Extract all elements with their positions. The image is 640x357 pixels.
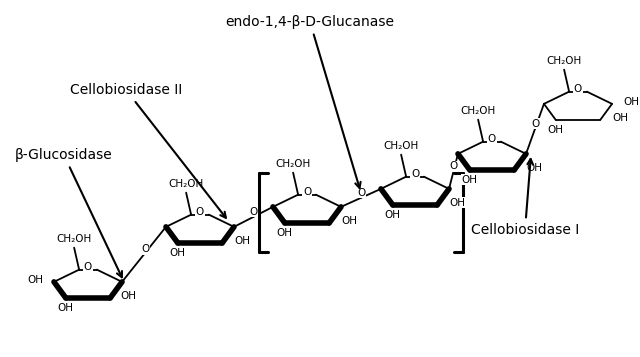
Text: CH₂OH: CH₂OH: [461, 106, 496, 116]
Text: OH: OH: [526, 163, 542, 173]
Text: O: O: [357, 188, 365, 198]
Text: O: O: [250, 207, 258, 217]
Text: OH: OH: [27, 275, 43, 285]
Text: O: O: [488, 134, 496, 144]
Text: O: O: [196, 207, 204, 217]
Text: β-Glucosidase: β-Glucosidase: [15, 148, 122, 277]
Text: O: O: [303, 187, 311, 197]
Text: OH: OH: [58, 303, 74, 313]
Text: CH₂OH: CH₂OH: [168, 178, 204, 188]
Text: OH: OH: [277, 228, 293, 238]
Text: O: O: [141, 244, 149, 254]
Text: OH: OH: [120, 291, 136, 301]
Text: OH: OH: [234, 236, 250, 246]
Text: O: O: [84, 262, 92, 272]
Text: CH₂OH: CH₂OH: [275, 159, 311, 169]
Text: OH: OH: [341, 216, 357, 226]
Text: CH₂OH: CH₂OH: [547, 56, 582, 66]
Text: O: O: [449, 161, 458, 171]
Text: OH: OH: [462, 175, 478, 185]
Text: endo-1,4-β-D-Glucanase: endo-1,4-β-D-Glucanase: [225, 15, 394, 188]
Text: CH₂OH: CH₂OH: [56, 234, 92, 244]
Text: O: O: [411, 169, 419, 178]
Text: Cellobiosidase II: Cellobiosidase II: [70, 83, 226, 218]
Text: OH: OH: [623, 97, 639, 107]
Text: OH: OH: [612, 113, 628, 123]
Text: Cellobiosidase I: Cellobiosidase I: [471, 159, 579, 237]
Text: OH: OH: [385, 210, 401, 220]
Text: O: O: [574, 84, 582, 94]
Text: OH: OH: [449, 198, 465, 208]
Text: O: O: [531, 119, 539, 129]
Text: OH: OH: [548, 125, 564, 135]
Text: OH: OH: [170, 248, 186, 258]
Text: CH₂OH: CH₂OH: [383, 141, 419, 151]
